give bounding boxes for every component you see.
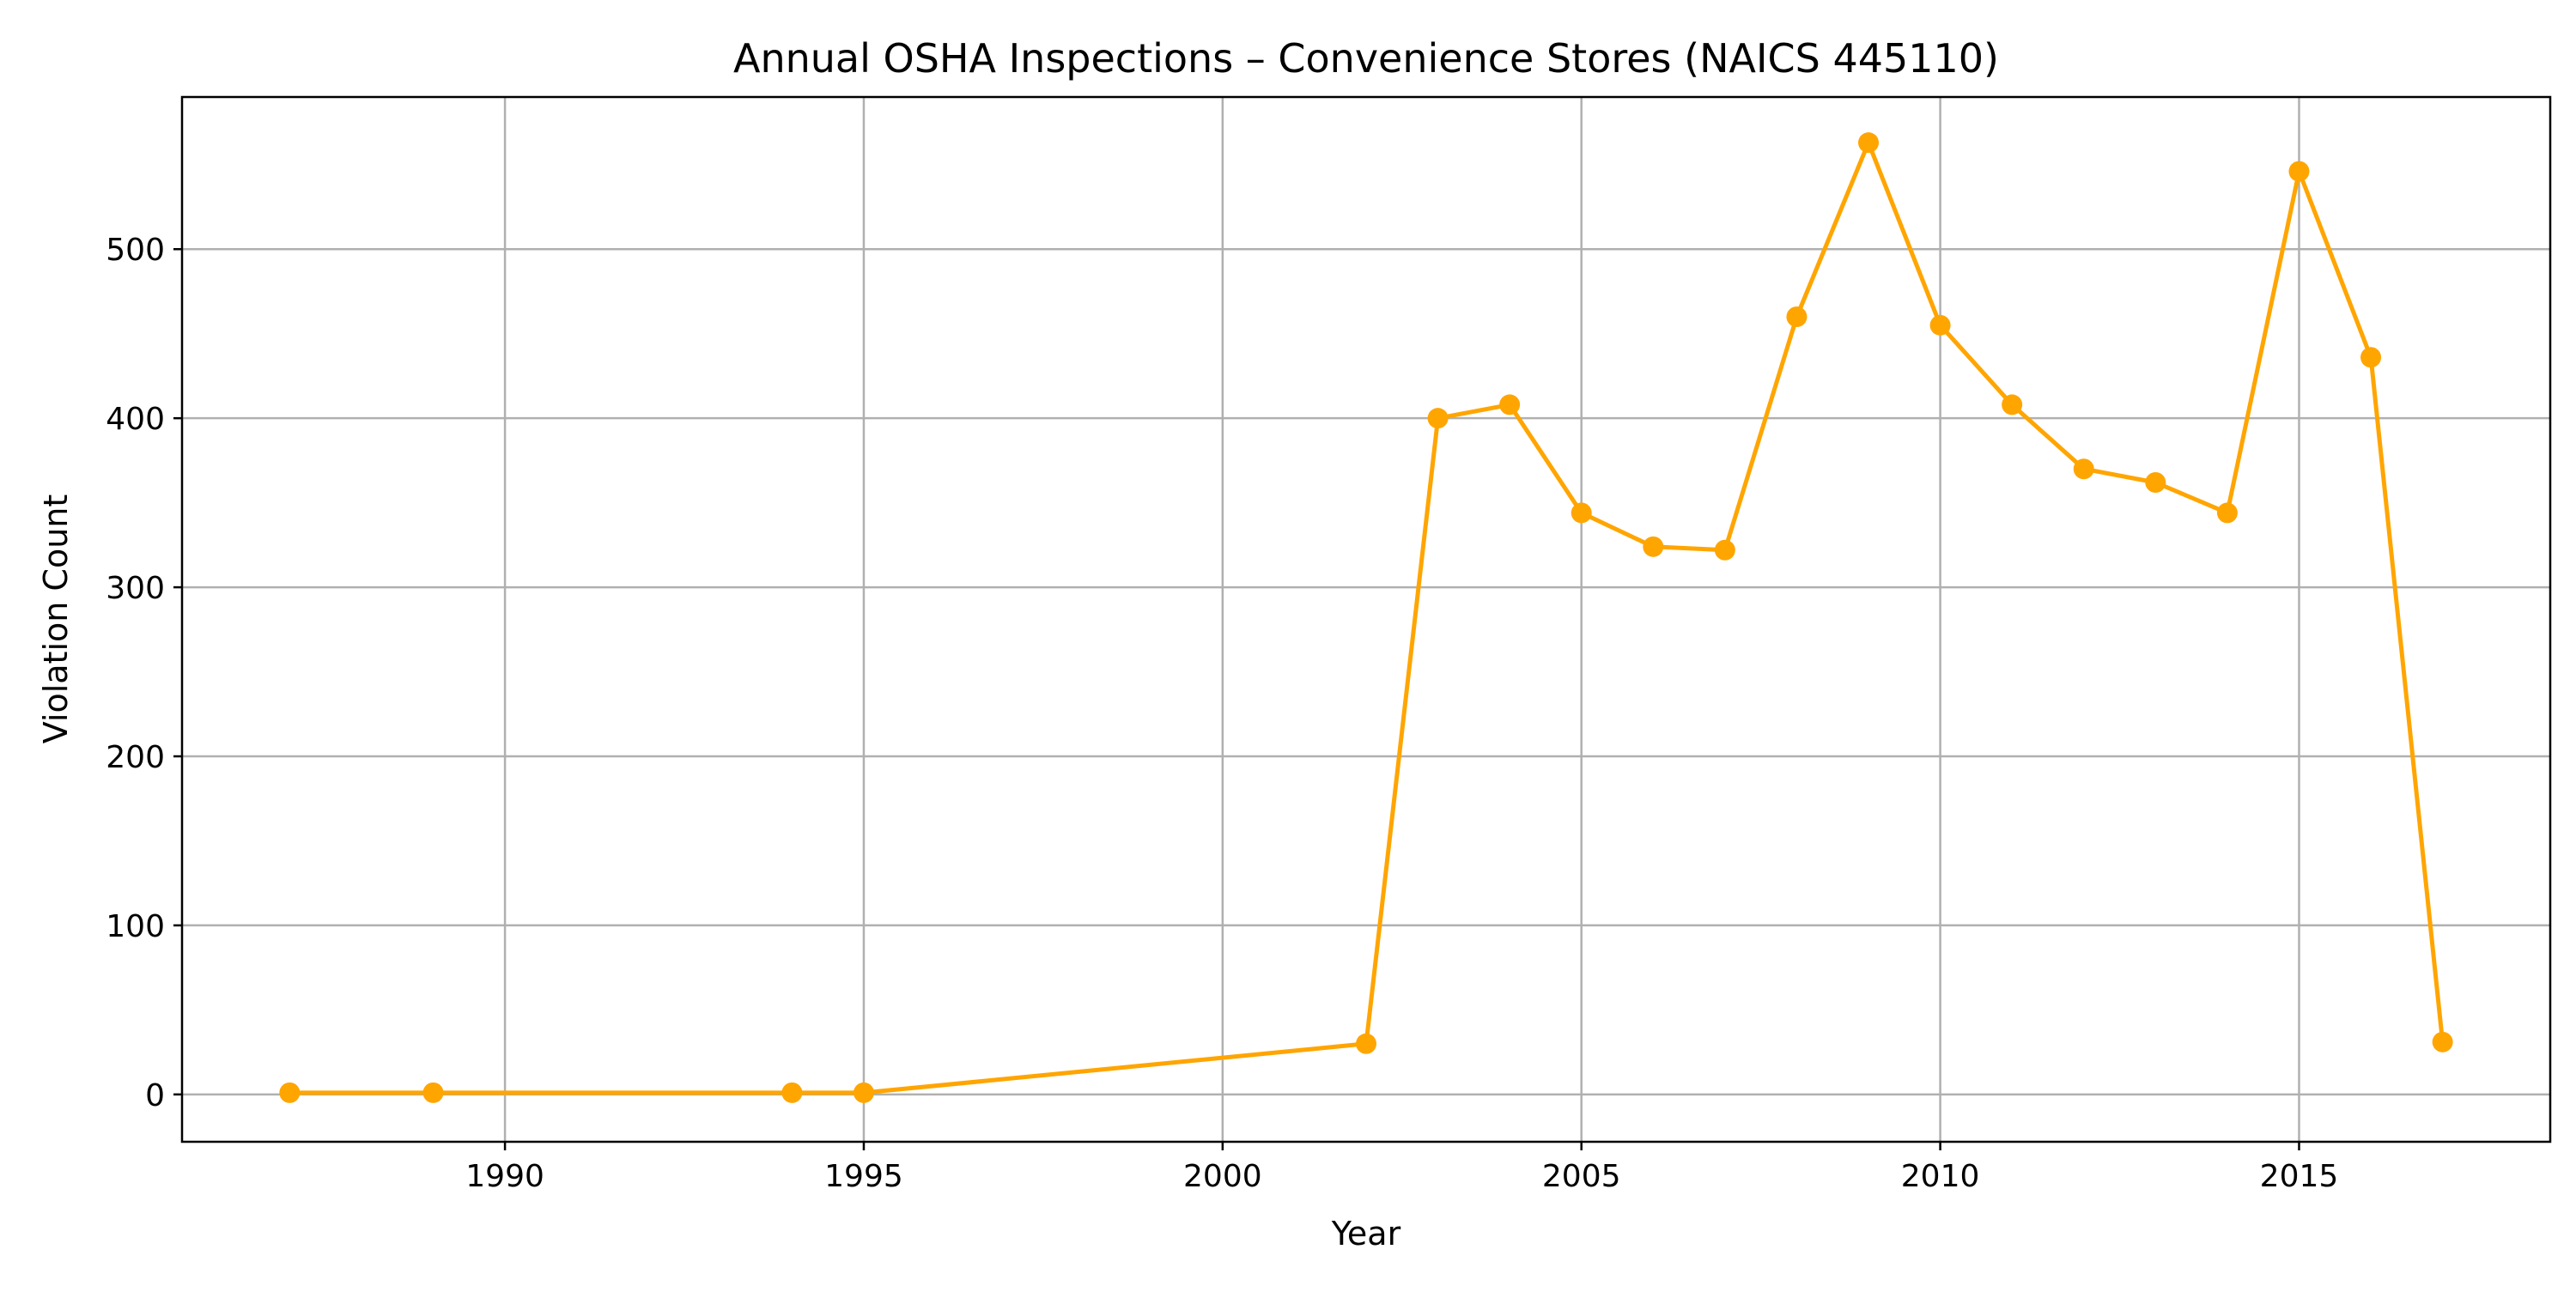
series-line — [289, 140, 2445, 1095]
data-point — [1643, 536, 1664, 557]
x-tick-label: 2015 — [2260, 1159, 2339, 1194]
series-layer — [279, 132, 2453, 1103]
data-point — [2002, 394, 2023, 416]
y-tick-label: 0 — [145, 1078, 165, 1113]
y-tick-label: 500 — [106, 233, 165, 268]
data-point — [2432, 1031, 2453, 1052]
data-point — [1858, 132, 1880, 154]
data-point — [1427, 408, 1449, 429]
data-point — [1714, 539, 1735, 561]
data-point — [2288, 161, 2310, 182]
grid — [182, 97, 2550, 1142]
data-point — [2216, 502, 2238, 524]
data-point — [279, 1082, 301, 1103]
chart-title: Annual OSHA Inspections – Convenience St… — [733, 35, 1999, 82]
y-tick-label: 100 — [106, 909, 165, 944]
data-point — [422, 1082, 444, 1103]
data-point — [853, 1082, 874, 1103]
x-tick-label: 2005 — [1542, 1159, 1621, 1194]
data-point — [1571, 502, 1592, 524]
x-axis-ticks: 1990 1995 2000 2005 2010 2015 — [465, 1142, 2338, 1194]
x-tick-label: 1995 — [824, 1159, 903, 1194]
x-tick-label: 2000 — [1183, 1159, 1262, 1194]
y-axis-label: Violation Count — [37, 494, 75, 744]
y-tick-label: 200 — [106, 740, 165, 775]
data-point — [2145, 471, 2166, 493]
y-tick-label: 300 — [106, 571, 165, 606]
data-point — [1499, 394, 1521, 416]
data-point — [1929, 314, 1951, 336]
y-tick-label: 400 — [106, 402, 165, 437]
x-tick-label: 2010 — [1901, 1159, 1980, 1194]
data-point — [2073, 458, 2094, 480]
x-tick-label: 1990 — [465, 1159, 544, 1194]
data-point — [2360, 347, 2382, 368]
y-axis-ticks: 0 100 200 300 400 500 — [106, 233, 182, 1113]
data-point — [1786, 306, 1807, 328]
data-point — [1356, 1033, 1376, 1054]
data-point — [781, 1082, 803, 1103]
plot-frame — [180, 95, 2552, 1143]
x-axis-label: Year — [1331, 1215, 1401, 1253]
